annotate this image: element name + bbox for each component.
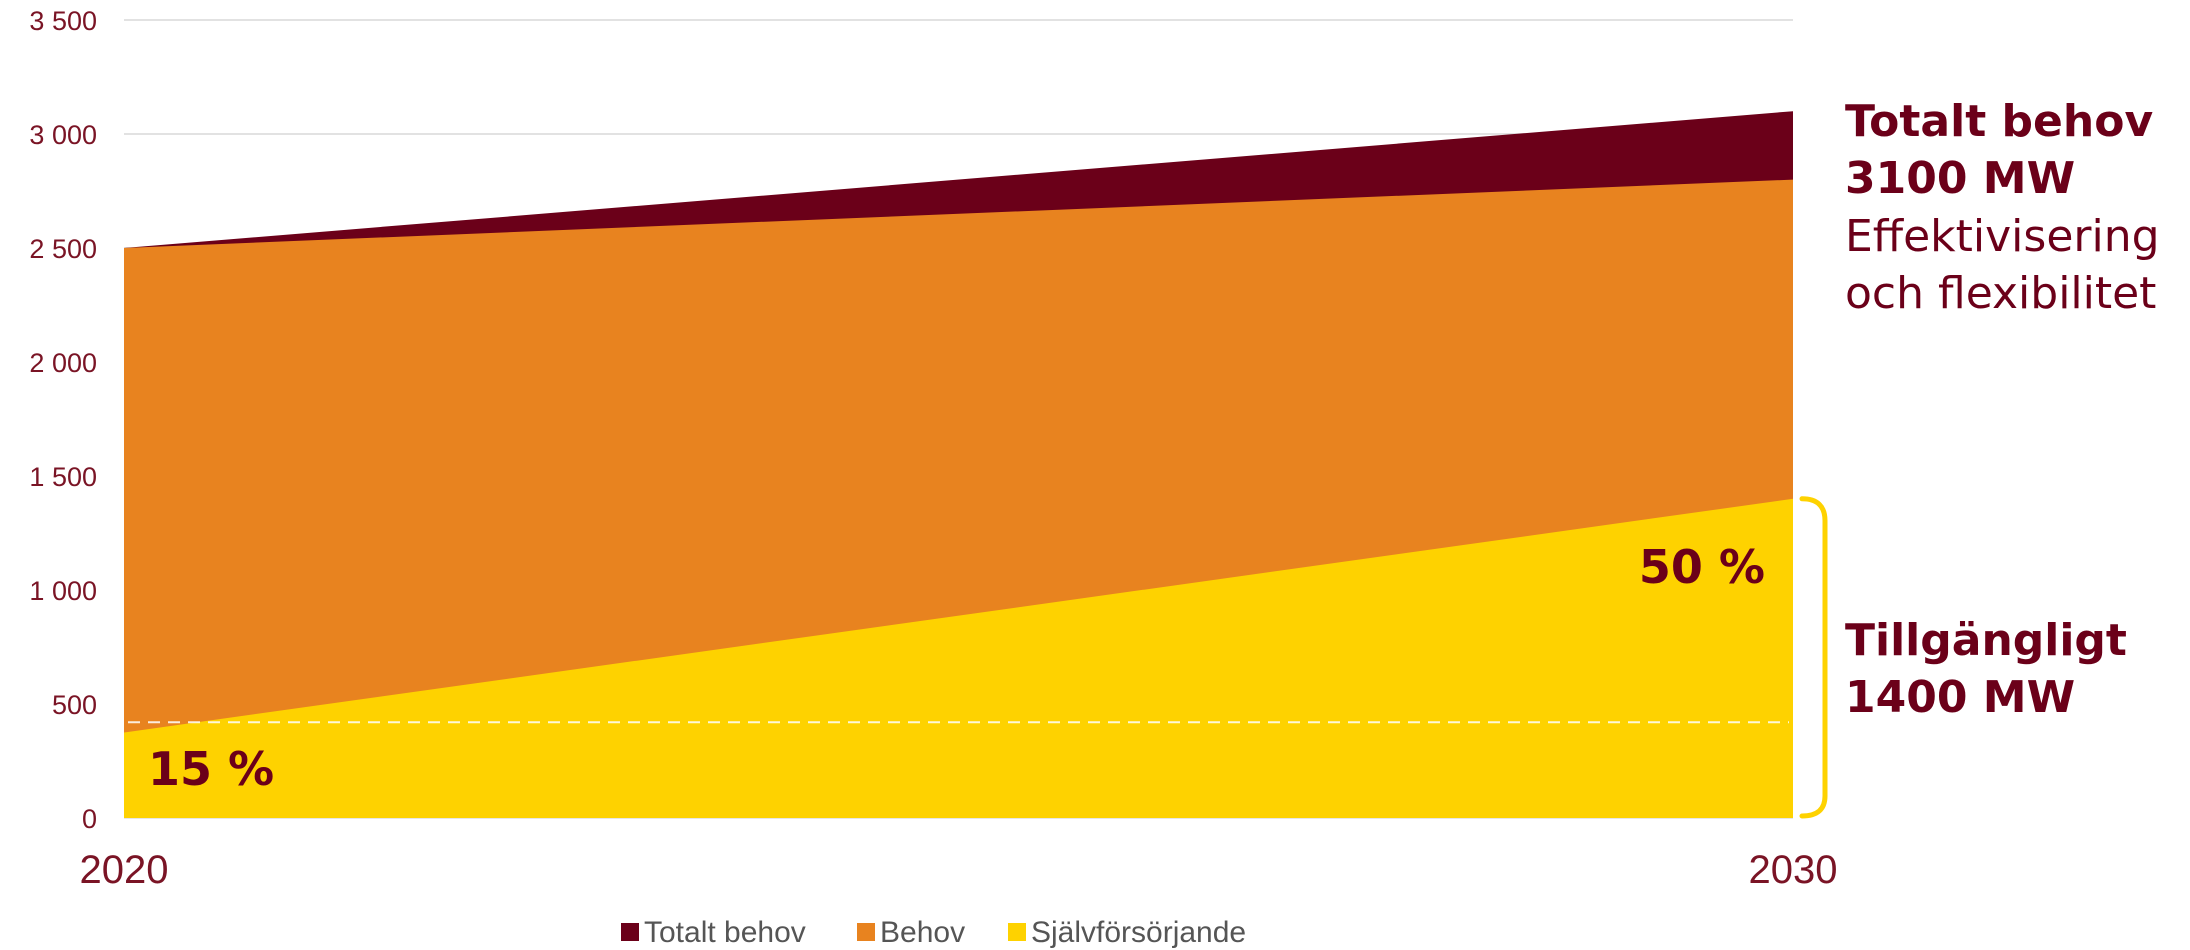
y-tick-label: 500 — [52, 690, 97, 720]
available-bracket — [1799, 496, 1828, 819]
legend: Totalt behov Behov Självförsörjande — [621, 916, 1246, 949]
y-tick-label: 1 500 — [29, 462, 97, 492]
area-series — [124, 111, 1793, 819]
legend-label-behov: Behov — [880, 916, 965, 949]
available-title: Tillgängligt — [1845, 615, 2127, 666]
legend-swatch-totalt-behov — [621, 923, 639, 941]
y-tick-label: 1 000 — [29, 576, 97, 606]
available-value: 1400 MW — [1845, 672, 2075, 723]
total-note-line1: Effektivisering — [1845, 211, 2160, 262]
total-title: Totalt behov — [1845, 96, 2153, 147]
legend-label-sjalvforsorjande: Självförsörjande — [1031, 916, 1246, 949]
legend-swatch-sjalvforsorjande — [1008, 923, 1026, 941]
x-tick-label: 2020 — [80, 848, 169, 892]
total-note-line2: och flexibilitet — [1845, 268, 2156, 319]
y-axis-ticks: 0 500 1 000 1 500 2 000 2 500 3 000 3 500 — [29, 6, 97, 834]
y-tick-label: 3 500 — [29, 6, 97, 36]
y-tick-label: 3 000 — [29, 120, 97, 150]
y-tick-label: 2 500 — [29, 234, 97, 264]
pct-end-label: 50 % — [1639, 540, 1765, 594]
total-value: 3100 MW — [1845, 153, 2075, 204]
y-tick-label: 2 000 — [29, 348, 97, 378]
y-tick-label: 0 — [82, 804, 97, 834]
x-axis-ticks: 2020 2030 — [80, 848, 1838, 892]
x-tick-label: 2030 — [1749, 848, 1838, 892]
legend-swatch-behov — [857, 923, 875, 941]
legend-label-totalt-behov: Totalt behov — [644, 916, 806, 949]
pct-start-label: 15 % — [148, 742, 274, 796]
area-sjalvforsorjande — [124, 498, 1793, 818]
